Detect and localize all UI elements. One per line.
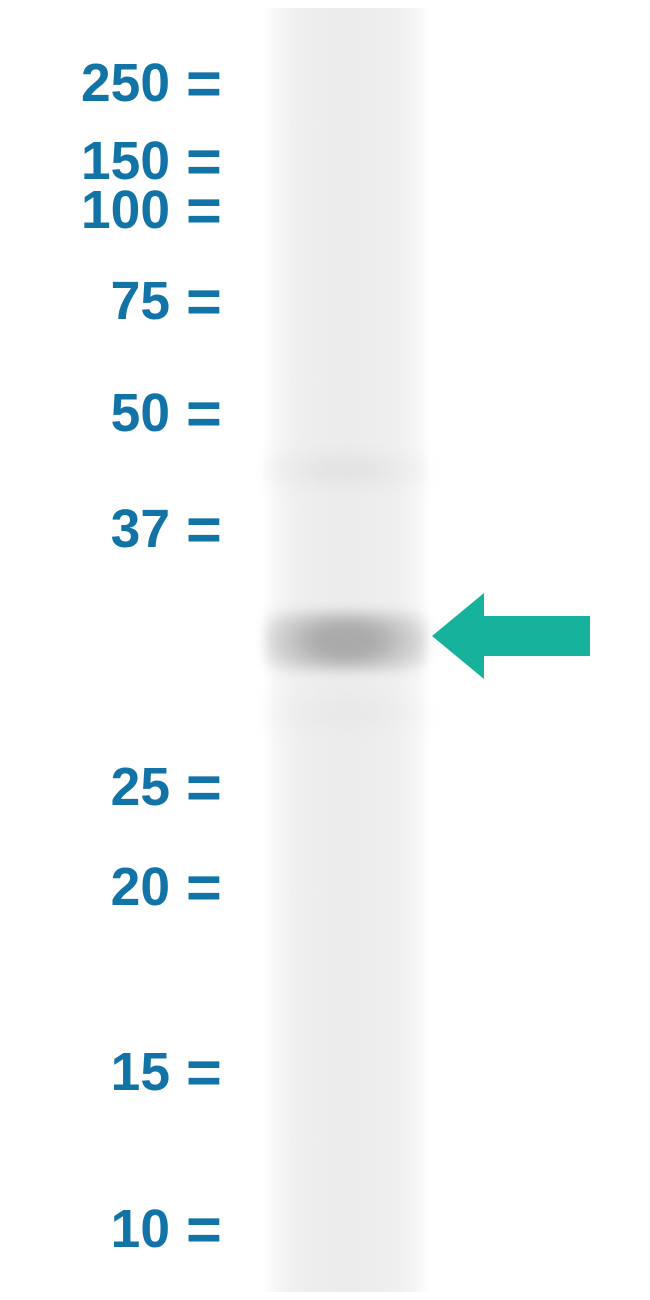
marker-label: 15: [0, 1042, 170, 1103]
faint-band: [266, 698, 426, 728]
marker-tick-icon: =: [186, 47, 218, 118]
western-blot-figure: 250=150=100=75=50=37=25=20=15=10=: [0, 0, 650, 1300]
faint-band: [266, 452, 426, 488]
marker-tick-icon: =: [186, 493, 218, 564]
arrow-body: [484, 616, 590, 656]
arrow-head-icon: [432, 593, 484, 679]
marker-tick-icon: =: [186, 265, 218, 336]
marker-label: 37: [0, 499, 170, 560]
marker-label: 75: [0, 271, 170, 332]
marker-label: 100: [0, 180, 170, 241]
marker-tick-icon: =: [186, 1036, 218, 1107]
marker-tick-icon: =: [186, 751, 218, 822]
primary-band: [266, 612, 426, 670]
marker-tick-icon: =: [186, 851, 218, 922]
marker-label: 25: [0, 757, 170, 818]
marker-label: 250: [0, 53, 170, 114]
marker-label: 10: [0, 1199, 170, 1260]
marker-label: 20: [0, 857, 170, 918]
marker-tick-icon: =: [186, 1193, 218, 1264]
marker-tick-icon: =: [186, 174, 218, 245]
marker-label: 50: [0, 383, 170, 444]
marker-tick-icon: =: [186, 377, 218, 448]
